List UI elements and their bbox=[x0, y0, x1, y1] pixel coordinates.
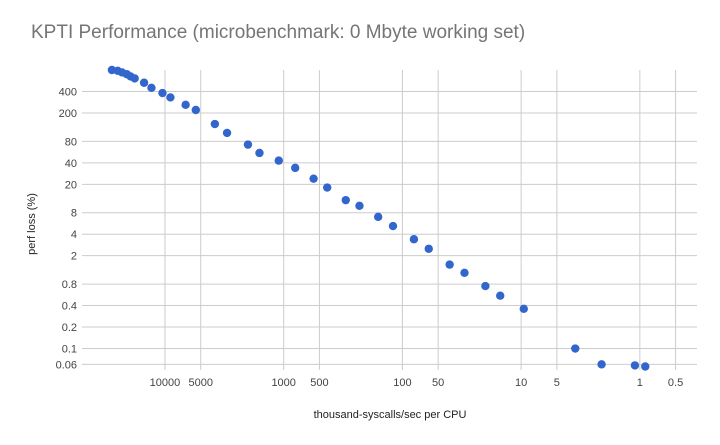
y-tick-label: 0.4 bbox=[62, 301, 77, 313]
x-axis-ticks: 10000 5000 1000 500 100 50 10 5 1 0.5 bbox=[150, 377, 684, 389]
data-point bbox=[290, 163, 300, 173]
x-tick-label: 1 bbox=[637, 377, 643, 389]
x-tick-label: 10000 bbox=[150, 377, 181, 389]
x-tick-label: 0.5 bbox=[668, 377, 683, 389]
data-point bbox=[597, 360, 606, 369]
data-point bbox=[373, 212, 383, 222]
data-point bbox=[210, 119, 220, 129]
data-point bbox=[222, 128, 232, 138]
data-point bbox=[130, 74, 139, 83]
y-tick-label: 4 bbox=[71, 229, 77, 241]
y-tick-label: 0.8 bbox=[62, 279, 77, 291]
x-tick-label: 500 bbox=[310, 377, 328, 389]
y-tick-label: 400 bbox=[59, 86, 77, 98]
chart-title: KPTI Performance (microbenchmark: 0 Mbyt… bbox=[31, 22, 526, 43]
data-point bbox=[519, 304, 528, 314]
gridlines bbox=[82, 70, 697, 370]
data-point bbox=[481, 281, 490, 291]
x-tick-label: 5000 bbox=[188, 377, 212, 389]
y-tick-label: 80 bbox=[65, 136, 77, 148]
x-tick-label: 5 bbox=[554, 377, 560, 389]
data-point bbox=[139, 78, 149, 87]
data-points bbox=[107, 65, 650, 371]
data-point bbox=[571, 344, 580, 353]
data-point bbox=[147, 83, 156, 93]
x-tick-label: 100 bbox=[393, 377, 411, 389]
data-point bbox=[243, 140, 253, 149]
data-point bbox=[355, 201, 364, 211]
data-point bbox=[388, 221, 398, 231]
data-point bbox=[255, 148, 264, 158]
data-point bbox=[323, 183, 332, 192]
y-tick-label: 40 bbox=[65, 158, 77, 170]
y-tick-label: 8 bbox=[71, 208, 77, 220]
data-point bbox=[445, 260, 454, 269]
y-tick-label: 20 bbox=[65, 179, 77, 191]
data-point bbox=[274, 156, 283, 165]
x-tick-label: 50 bbox=[432, 377, 444, 389]
data-point bbox=[309, 174, 318, 183]
data-point bbox=[158, 88, 167, 98]
y-tick-label: 200 bbox=[59, 108, 77, 120]
y-tick-label: 0.06 bbox=[56, 359, 77, 371]
y-tick-label: 0.2 bbox=[62, 322, 77, 334]
y-axis-ticks: 0.06 0.1 0.2 0.4 0.8 2 4 8 20 40 80 200 400 bbox=[56, 86, 77, 371]
data-point bbox=[191, 105, 201, 115]
data-point bbox=[181, 100, 190, 110]
data-point bbox=[409, 235, 419, 244]
data-point bbox=[166, 93, 175, 102]
data-point bbox=[630, 361, 640, 370]
x-axis-label: thousand-syscalls/sec per CPU bbox=[314, 409, 467, 421]
y-tick-label: 0.1 bbox=[62, 344, 77, 356]
y-axis-label: perf loss (%) bbox=[26, 193, 38, 255]
data-point bbox=[641, 362, 650, 371]
data-point bbox=[496, 291, 505, 300]
x-tick-label: 10 bbox=[515, 377, 527, 389]
data-point bbox=[460, 268, 469, 278]
x-tick-label: 1000 bbox=[271, 377, 295, 389]
y-tick-label: 2 bbox=[71, 251, 77, 263]
data-point bbox=[424, 244, 433, 253]
data-point bbox=[341, 195, 350, 205]
